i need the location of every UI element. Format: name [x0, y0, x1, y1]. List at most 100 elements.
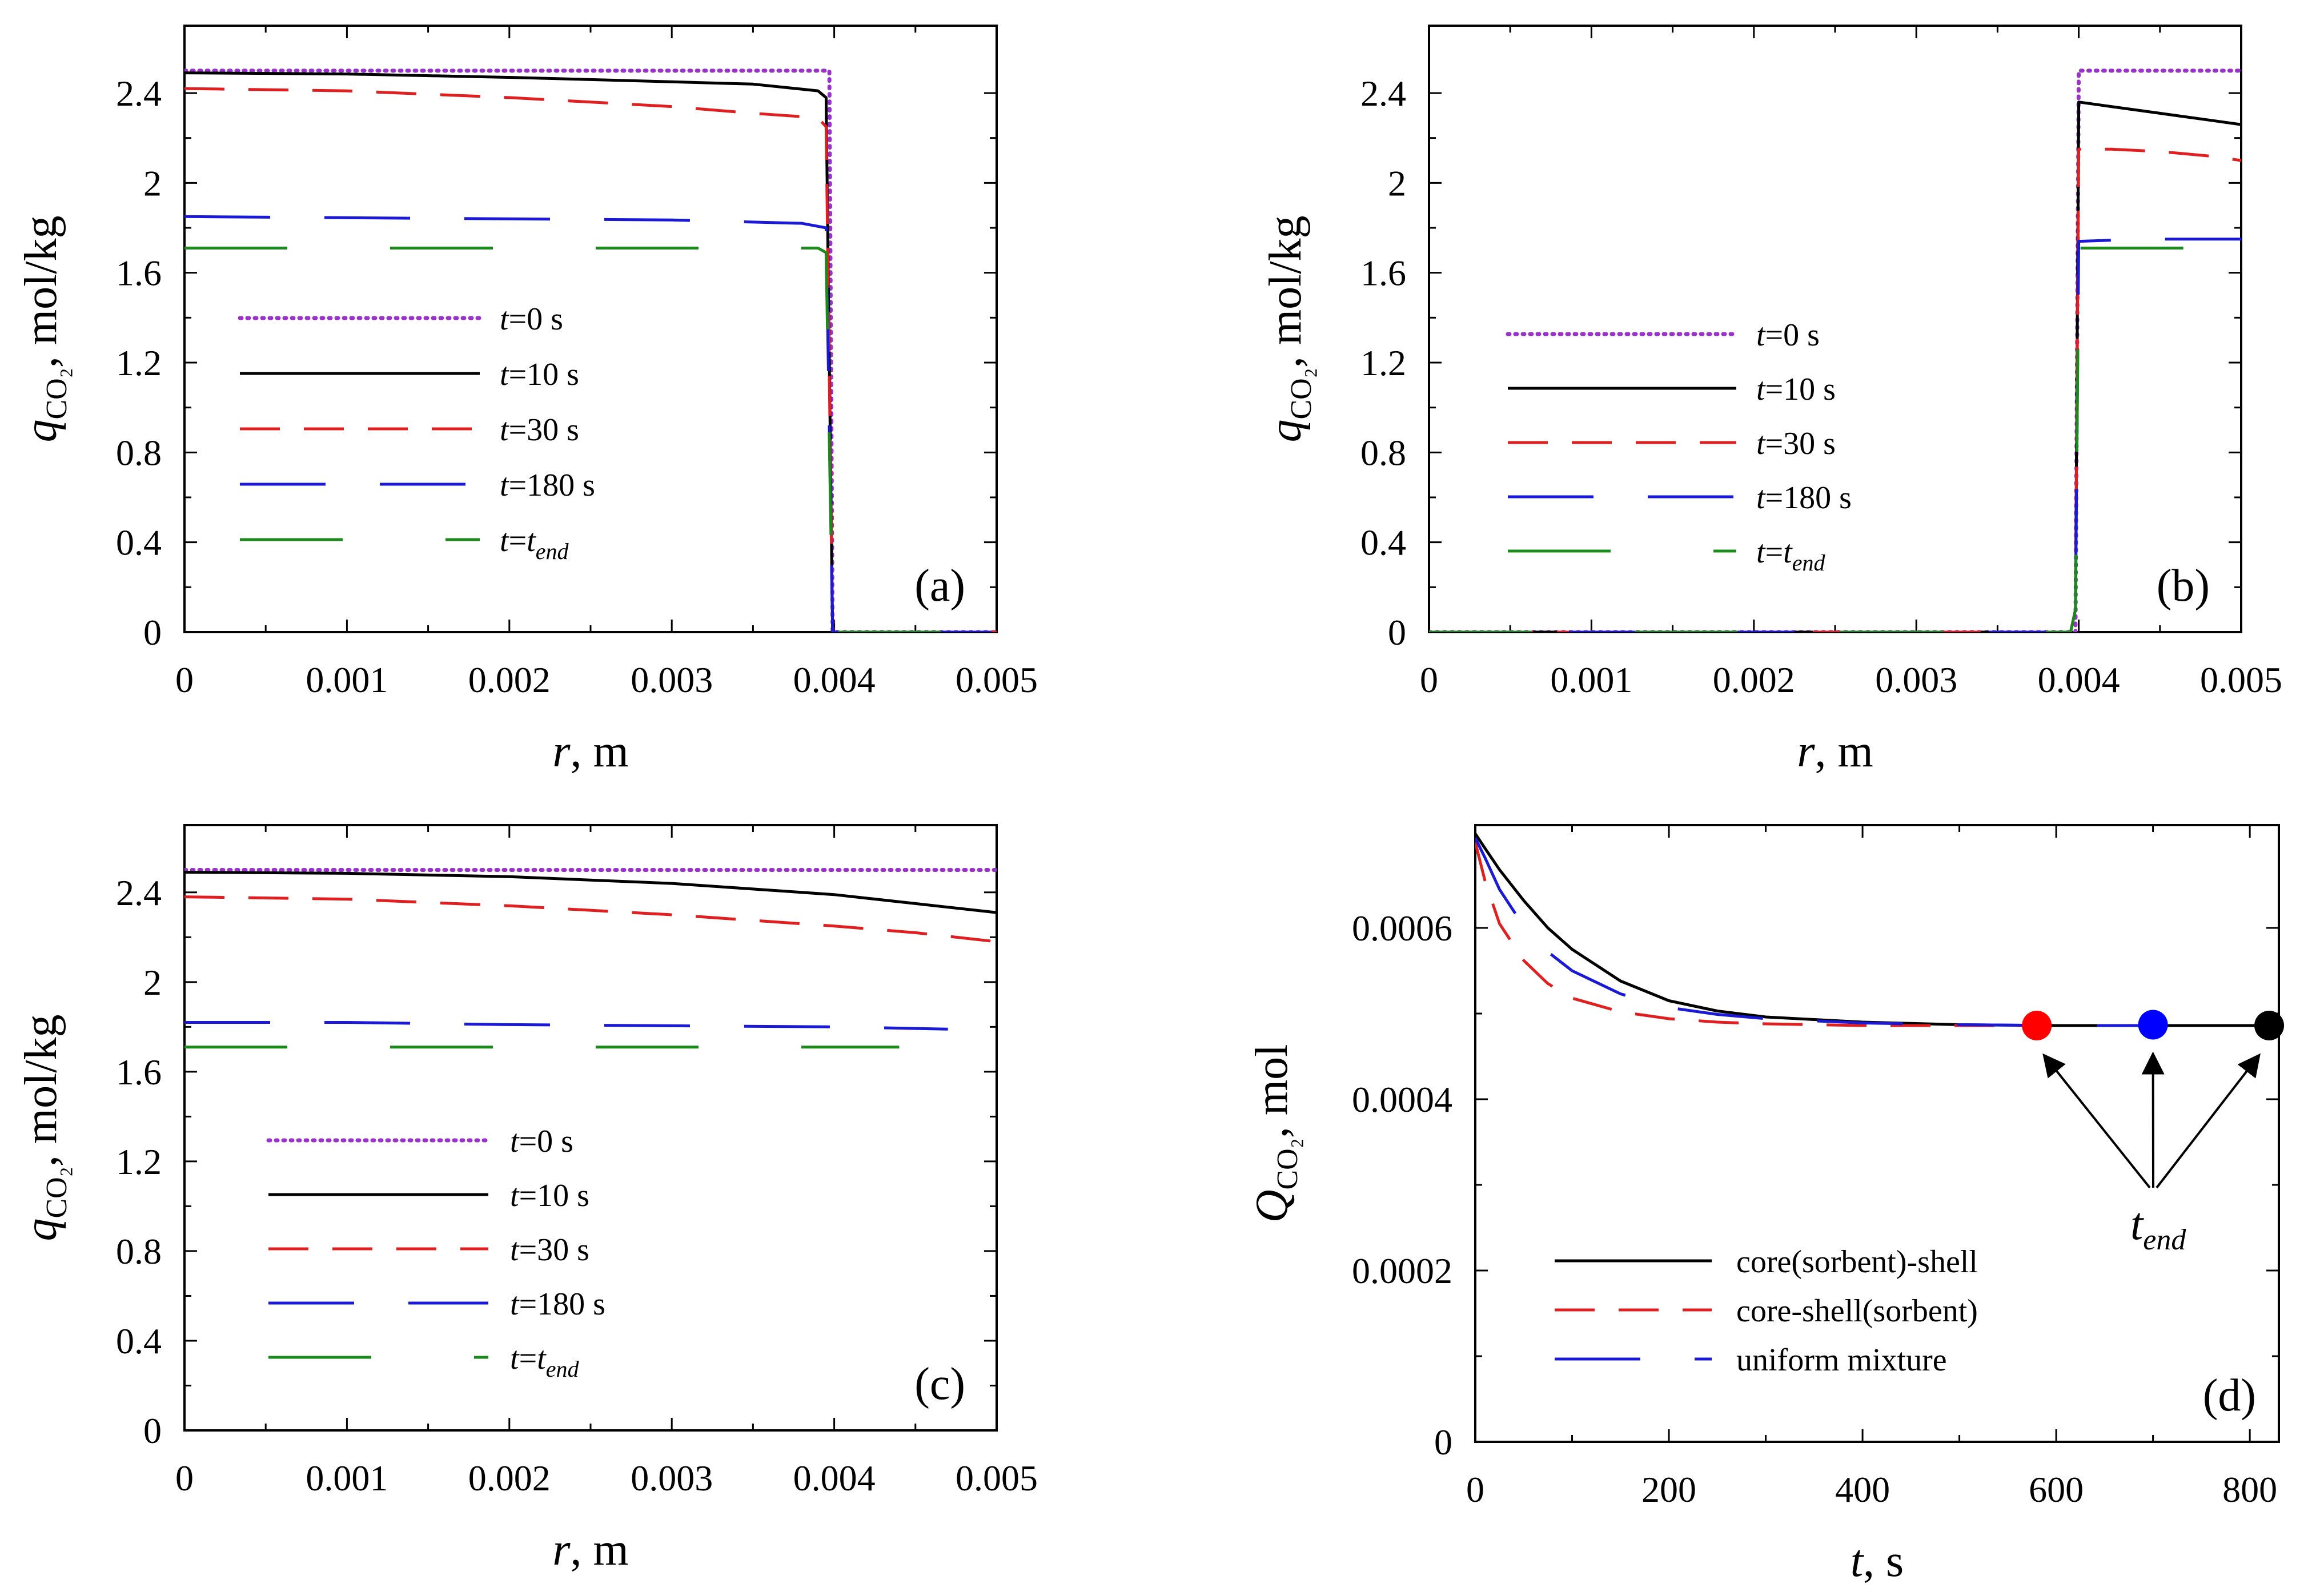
x-tick-label: 0.005 — [956, 660, 1038, 700]
x-tick-label: 0.005 — [2200, 660, 2282, 700]
legend-var: t — [510, 1178, 520, 1213]
legend-var: t — [500, 357, 509, 392]
legend-var: t — [500, 468, 509, 503]
legend-label: t=0 s — [510, 1124, 573, 1159]
legend-label: t=30 s — [510, 1232, 589, 1268]
y-axis-subscript: CO₂ — [1285, 368, 1318, 419]
legend-end: t — [537, 1341, 547, 1376]
legend-label: core-shell(sorbent) — [1736, 1293, 1978, 1329]
legend-label: uniform mixture — [1736, 1342, 1947, 1378]
legend-end-sub: end — [536, 538, 569, 564]
series-line-core-sorbent-shell — [1475, 833, 2279, 1027]
legend-var: t — [510, 1232, 520, 1268]
series-group — [1429, 69, 2241, 632]
series-line-t-180-s — [1429, 238, 2241, 632]
y-axis-unit: , mol/kg — [1261, 215, 1311, 368]
x-tick-label: 0 — [1420, 660, 1438, 700]
series-line-t-180-s — [184, 1021, 948, 1031]
series-line-t-30-s — [184, 895, 997, 943]
legend-rest: =10 s — [1765, 372, 1836, 407]
y-tick-label: 0 — [1388, 612, 1406, 653]
legend-var: t — [1756, 426, 1766, 461]
x-tick-label: 0.003 — [631, 1458, 713, 1498]
x-tick-label: 0.004 — [2038, 660, 2120, 700]
y-axis-subscript: CO₂ — [1271, 1138, 1304, 1189]
series-line-t-10-s — [184, 870, 997, 914]
y-tick-label: 0 — [1434, 1422, 1452, 1462]
legend-var: t — [1756, 480, 1766, 516]
x-axis-unit: , m — [570, 726, 628, 777]
x-axis-label: r, m — [552, 726, 628, 777]
plot-frame — [183, 25, 998, 633]
series-group — [1475, 833, 2279, 1027]
legend-rest: =30 s — [519, 1232, 589, 1268]
legend-label: t=180 s — [510, 1287, 605, 1322]
y-axis-unit: , mol/kg — [16, 1014, 66, 1167]
x-axis-unit: , s — [1863, 1536, 1904, 1586]
legend-rest: =180 s — [1765, 480, 1852, 516]
y-axis-variable: q — [16, 420, 66, 443]
t-end-marker — [2138, 1010, 2168, 1040]
legend-var: t — [500, 301, 509, 337]
legend-label: t=tend — [510, 1341, 579, 1382]
x-tick-label: 0.002 — [468, 1458, 551, 1498]
x-axis-label: r, m — [1797, 726, 1873, 777]
legend-rest: =180 s — [509, 468, 595, 503]
legend-var: t — [1756, 534, 1766, 570]
t-end-marker — [2254, 1011, 2285, 1040]
annotation-sub: end — [2143, 1224, 2186, 1256]
y-tick-label: 1.6 — [116, 253, 162, 294]
panel-label: (a) — [914, 561, 965, 611]
series-line-t-0-s — [184, 69, 997, 632]
series-line-t-180-s — [184, 215, 997, 632]
plot-frame — [1428, 25, 2242, 633]
x-tick-label: 800 — [2222, 1469, 2277, 1510]
legend-label: t=0 s — [1756, 317, 1820, 353]
legend-var: t — [510, 1341, 520, 1376]
x-tick-label: 0.004 — [793, 660, 876, 700]
x-tick-label: 0.005 — [956, 1458, 1038, 1498]
y-axis-variable: q — [1261, 420, 1311, 443]
legend-label: t=30 s — [1756, 426, 1836, 461]
legend-rest: =0 s — [519, 1124, 573, 1159]
chart-panel-b: 0 0.001 0.002 0.003 0.004 0.005 0 0.4 0.8 1.2 1.6 2… — [1261, 25, 2282, 777]
y-tick-label: 0 — [143, 612, 162, 653]
x-axis-variable: t — [1851, 1536, 1864, 1586]
plot-frame — [1474, 824, 2280, 1443]
y-tick-label: 1.6 — [1360, 253, 1406, 294]
x-axis-variable: r — [552, 1525, 571, 1575]
y-tick-label: 0.4 — [116, 522, 162, 563]
panel-label: (d) — [2203, 1370, 2256, 1421]
x-axis-variable: r — [1797, 726, 1815, 777]
y-axis-label: qCO₂, mol/kg — [16, 215, 73, 442]
x-axis-unit: , m — [570, 1525, 628, 1575]
y-axis-subscript: CO₂ — [41, 368, 73, 419]
y-axis-variable: q — [16, 1219, 66, 1241]
y-tick-label: 0.8 — [1360, 432, 1406, 473]
legend-rest: =0 s — [1765, 317, 1820, 353]
plot-frame — [183, 824, 998, 1432]
legend-rest: =180 s — [519, 1287, 605, 1322]
legend-rest: = — [519, 1341, 537, 1376]
x-tick-label: 0.002 — [468, 660, 551, 700]
x-tick-label: 0.002 — [1713, 660, 1795, 700]
panel-label: (c) — [914, 1359, 965, 1409]
legend-rest: =0 s — [509, 301, 563, 337]
legend-label: t=0 s — [500, 301, 563, 337]
legend-var: t — [1756, 317, 1766, 353]
legend-var: t — [510, 1124, 520, 1159]
legend-var: t — [500, 523, 509, 558]
series-line-t-t-end — [184, 246, 997, 632]
legend-label: t=tend — [1756, 534, 1825, 576]
y-tick-label: 0.8 — [116, 1231, 162, 1272]
legend-end: t — [527, 523, 536, 558]
legend-label: t=10 s — [1756, 372, 1836, 407]
y-axis-subscript: CO₂ — [41, 1167, 73, 1218]
legend-label: t=30 s — [500, 412, 579, 448]
legend-label: t=10 s — [500, 357, 579, 392]
x-tick-label: 200 — [1641, 1469, 1696, 1510]
x-tick-label: 0 — [175, 660, 194, 700]
y-tick-label: 2.4 — [116, 73, 162, 114]
y-tick-label: 1.6 — [116, 1052, 162, 1092]
